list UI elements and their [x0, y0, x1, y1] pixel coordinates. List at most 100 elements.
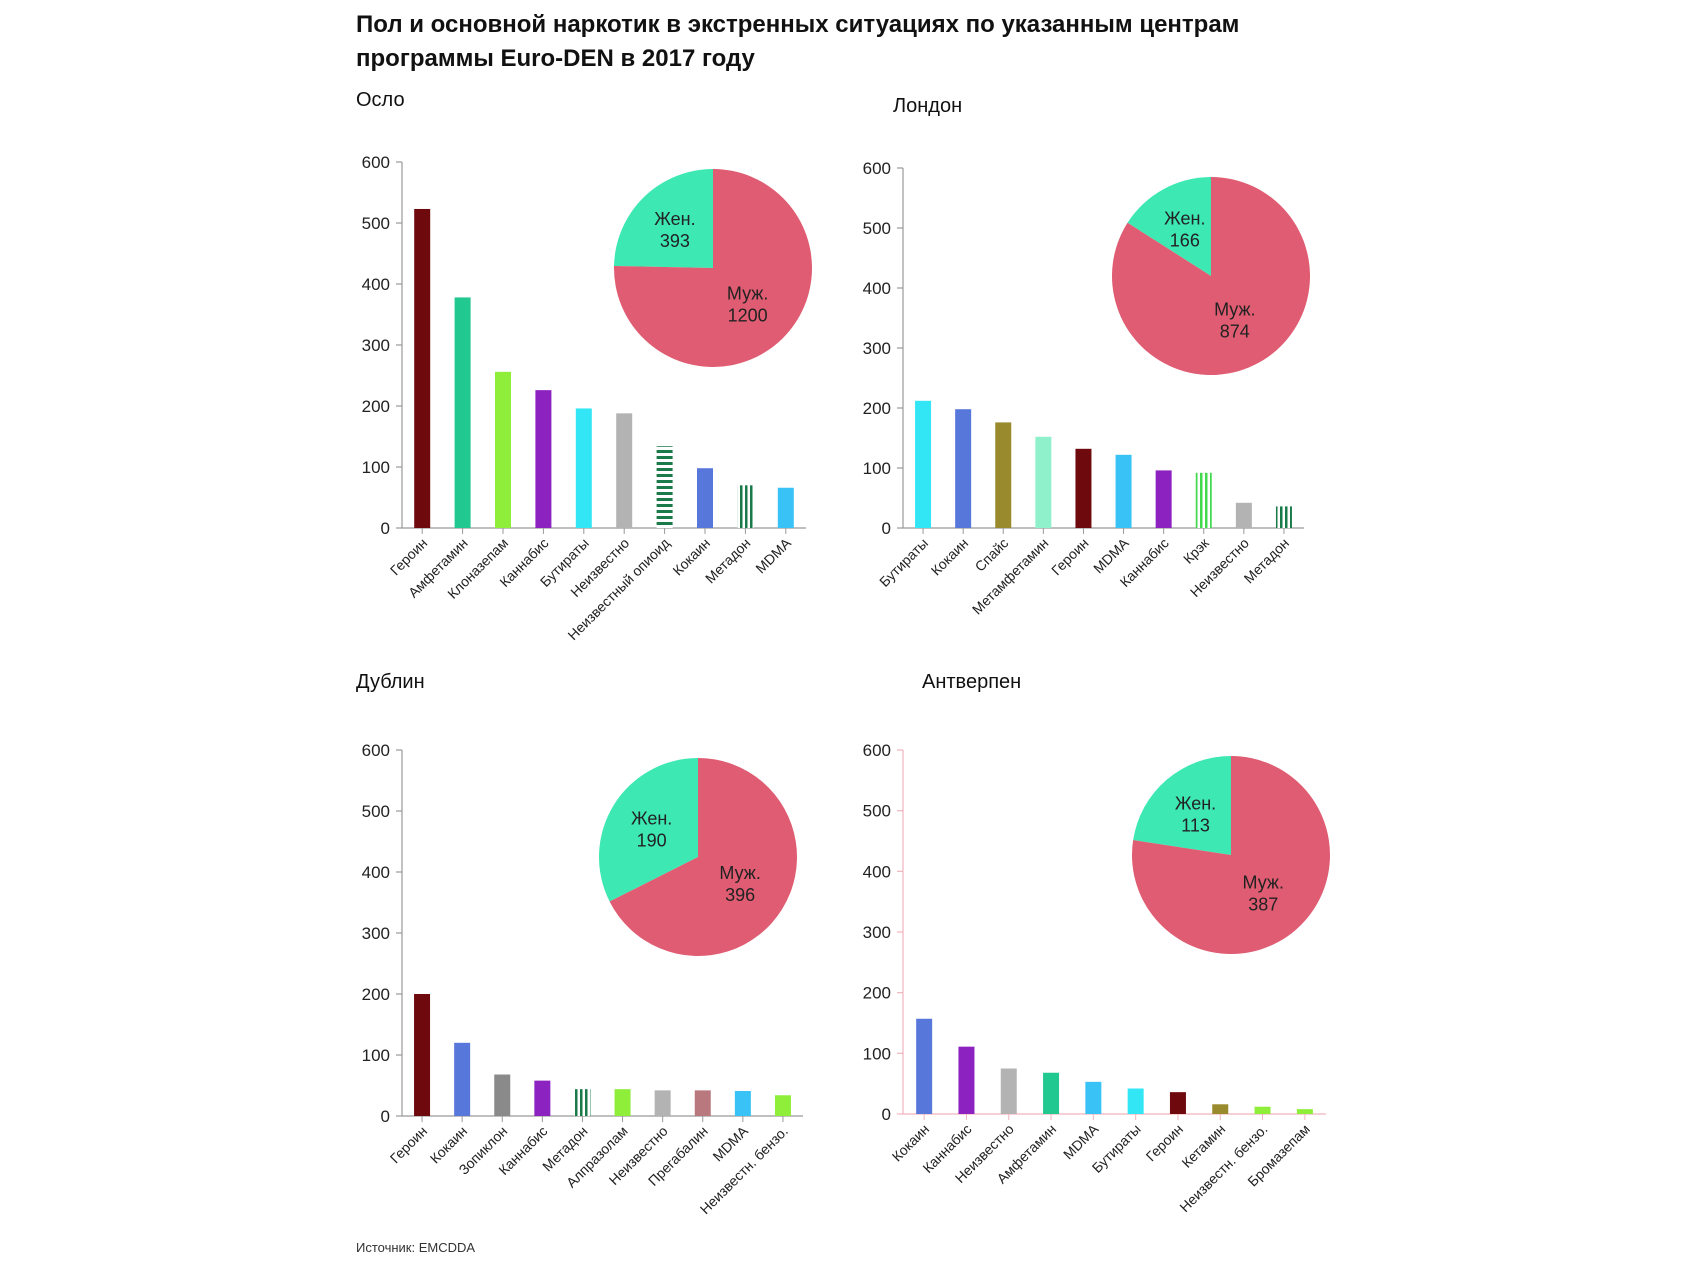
bar [1000, 1068, 1017, 1114]
y-tick-label: 600 [863, 741, 891, 760]
y-tick-label: 0 [381, 519, 390, 538]
pie-male-value: 1200 [728, 305, 768, 325]
bar [454, 1042, 471, 1116]
bar [654, 1090, 671, 1116]
y-tick-label: 500 [362, 214, 390, 233]
y-tick-label: 300 [863, 339, 891, 358]
bar [777, 487, 794, 528]
bar [495, 371, 511, 528]
pie-female-label: Жен. [1164, 208, 1205, 228]
pie-male-value: 396 [725, 885, 755, 905]
y-tick-label: 200 [863, 399, 891, 418]
pie-female-label: Жен. [631, 808, 672, 828]
bar [574, 1089, 591, 1116]
y-tick-label: 100 [362, 1046, 390, 1065]
bar [1043, 1072, 1060, 1114]
pie-female-value: 393 [660, 231, 690, 251]
x-tick-label: MDMA [1060, 1120, 1102, 1162]
pie-slice-female [1127, 177, 1211, 276]
bar [737, 485, 754, 528]
bar [614, 1089, 631, 1116]
pie-male-label: Муж. [727, 283, 768, 303]
bar [575, 408, 592, 528]
y-tick-label: 0 [882, 1105, 891, 1124]
bar [1296, 1109, 1313, 1114]
bar [958, 1046, 975, 1114]
bar [616, 413, 633, 528]
source-note: Источник: EMCDDA [356, 1240, 476, 1255]
bar [1235, 502, 1252, 528]
chart-panel-oslo: Осло0100200300400500600ГероинАмфетаминКл… [356, 89, 812, 643]
y-tick-label: 100 [863, 459, 891, 478]
pie-male-value: 387 [1248, 895, 1278, 915]
y-tick-label: 500 [863, 219, 891, 238]
y-tick-label: 400 [863, 279, 891, 298]
x-tick-label: Героин [1048, 535, 1092, 579]
bar [734, 1090, 751, 1116]
y-tick-label: 400 [362, 863, 390, 882]
y-tick-label: 200 [362, 985, 390, 1004]
y-tick-label: 400 [863, 862, 891, 881]
title-line-2: программы Euro-DEN в 2017 году [356, 45, 755, 72]
pie-slice-female [599, 758, 698, 902]
chart-panel-antwerp: Антверпен0100200300400500600КокаинКаннаб… [863, 671, 1331, 1215]
bar [1155, 470, 1172, 528]
bar [915, 400, 932, 528]
pie-slice-male [1111, 177, 1310, 375]
y-tick-label: 300 [362, 336, 390, 355]
bar [694, 1090, 711, 1116]
x-tick-label: Крэк [1180, 534, 1213, 567]
bar [414, 994, 431, 1116]
bar [1085, 1081, 1102, 1114]
bar [414, 208, 431, 528]
bar [995, 422, 1012, 528]
bar [494, 1074, 511, 1116]
bar [454, 297, 471, 528]
y-tick-label: 300 [362, 924, 390, 943]
pie-slice-female [614, 169, 713, 268]
x-tick-label: Героин [387, 1123, 431, 1167]
pie-male-label: Муж. [1243, 873, 1284, 893]
y-tick-label: 300 [863, 923, 891, 942]
bar [1075, 448, 1092, 528]
y-tick-label: 500 [863, 802, 891, 821]
pie-male-value: 874 [1220, 321, 1250, 341]
y-tick-label: 0 [882, 519, 891, 538]
bar [534, 1080, 551, 1116]
bar [1254, 1106, 1271, 1114]
bar [1127, 1088, 1144, 1114]
bar [697, 468, 713, 528]
y-tick-label: 600 [362, 741, 390, 760]
y-tick-label: 400 [362, 275, 390, 294]
bar [1035, 436, 1052, 528]
pie-slice-male [1132, 756, 1331, 954]
bar [774, 1095, 791, 1116]
pie-female-label: Жен. [1175, 794, 1216, 814]
x-tick-label: Бутираты [876, 535, 931, 590]
bar [656, 446, 673, 528]
y-tick-label: 100 [863, 1044, 891, 1063]
pie-male-label: Муж. [1214, 299, 1255, 319]
y-tick-label: 100 [362, 458, 390, 477]
bar [1212, 1104, 1229, 1114]
panel-title: Осло [356, 89, 405, 111]
pie-female-label: Жен. [654, 209, 695, 229]
panel-title: Антверпен [922, 671, 1021, 693]
bar [1169, 1092, 1186, 1114]
pie-female-value: 190 [637, 830, 667, 850]
y-tick-label: 200 [863, 984, 891, 1003]
x-tick-label: MDMA [752, 534, 794, 576]
bar [916, 1018, 933, 1114]
y-tick-label: 600 [863, 159, 891, 178]
pie-slice-male [614, 169, 812, 367]
bar [1195, 472, 1212, 528]
pie-slice-male [609, 758, 797, 956]
bar [1275, 506, 1292, 528]
y-tick-label: 0 [381, 1107, 390, 1126]
pie-male-label: Муж. [719, 863, 760, 883]
bar [955, 409, 972, 528]
chart-panel-dublin: Дублин0100200300400500600ГероинКокаинЗоп… [356, 671, 803, 1217]
panel-title: Дублин [356, 671, 425, 693]
bar [1115, 454, 1132, 528]
